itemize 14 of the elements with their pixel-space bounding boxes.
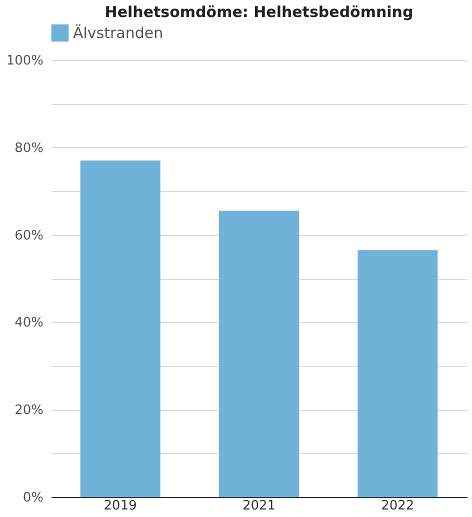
y-tick-label: 80% bbox=[14, 140, 44, 156]
bar bbox=[219, 210, 299, 497]
x-tick-label: 2021 bbox=[242, 498, 276, 514]
x-tick-label: 2019 bbox=[104, 498, 137, 514]
y-tick-label: 40% bbox=[14, 316, 44, 331]
y-tick-label: 60% bbox=[14, 228, 44, 244]
y-tick-label: 0% bbox=[22, 490, 44, 506]
bar bbox=[358, 250, 438, 497]
legend-label: Älvstranden bbox=[73, 24, 164, 42]
y-tick-label: 20% bbox=[14, 403, 44, 418]
bar bbox=[80, 160, 160, 497]
chart-title: Helhetsomdöme: Helhetsbedömning bbox=[104, 3, 414, 21]
x-tick-label: 2022 bbox=[381, 498, 414, 514]
y-tick-label: 100% bbox=[6, 54, 44, 68]
